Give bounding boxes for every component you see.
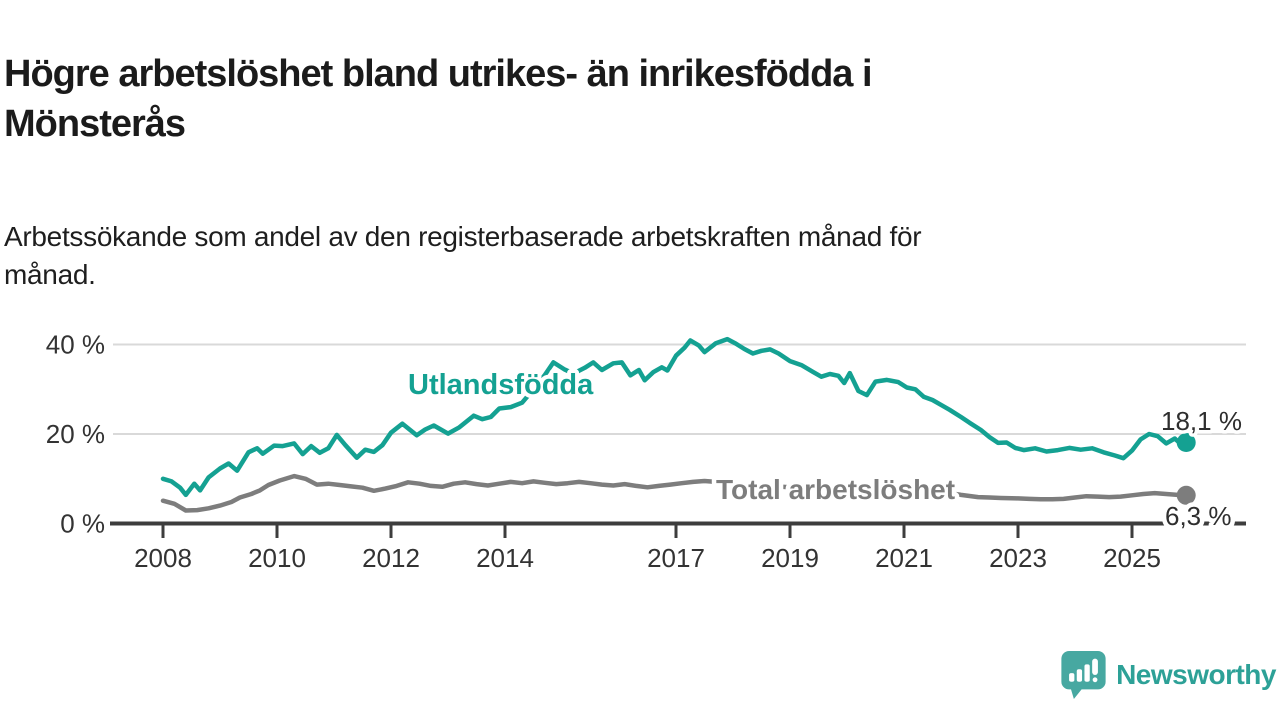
x-tick-label-2019: 2019 [761, 543, 819, 573]
series-end-dot-0 [1176, 433, 1196, 452]
y-tick-label-40: 40 % [46, 330, 105, 360]
chart-gridlines [113, 343, 1246, 435]
chart-axis: 0 % 20 % 40 % 2008 2010 2012 2014 2017 2019 2021 2… [46, 330, 1246, 573]
x-tick-label-2023: 2023 [989, 543, 1047, 573]
chart-title: Högre arbetslöshet bland utrikes- än inr… [4, 49, 1204, 149]
x-tick-label-2014: 2014 [476, 543, 534, 573]
series-label-total-arbetsloshet: Total arbetslöshet [716, 474, 955, 505]
x-tick-label-2021: 2021 [875, 543, 933, 573]
chart-title-line-1: Högre arbetslöshet bland utrikes- än inr… [4, 53, 873, 96]
brand-footer: Newsworthy [1060, 650, 1276, 700]
newsworthy-logo-icon [1061, 650, 1106, 700]
x-tick-label-2012: 2012 [362, 543, 420, 573]
chart-series-lines [160, 336, 1196, 513]
end-value-label-utlandsfodda: 18,1 % [1161, 406, 1242, 436]
logo-exclamation-bar [1092, 658, 1098, 675]
series-label-utlandsfodda: Utlandsfödda [408, 369, 594, 401]
x-tick-label-2008: 2008 [134, 543, 192, 573]
end-value-label-total: 6,3 % [1165, 501, 1232, 531]
series-line-0 [160, 336, 1189, 498]
logo-bar-1 [1069, 673, 1075, 682]
x-tick-label-2017: 2017 [647, 543, 705, 573]
chart-title-line-2: Mönsterås [4, 103, 186, 146]
series-end-dot-1 [1176, 485, 1196, 505]
chart-subtitle-line-1: Arbetssökande som andel av den registerb… [4, 221, 922, 252]
y-tick-label-0: 0 % [60, 509, 105, 539]
chart-series-labels: Utlandsfödda Total arbetslöshet [404, 365, 960, 510]
brand-wordmark: Newsworthy [1116, 659, 1276, 690]
logo-exclamation-dot [1092, 677, 1098, 683]
chart-subtitle-line-2: månad. [4, 259, 96, 290]
chart-subtitle: Arbetssökande som andel av den registerb… [4, 218, 1224, 294]
logo-bar-2 [1076, 669, 1083, 682]
x-tick-label-2025: 2025 [1103, 543, 1161, 573]
series-line-1 [160, 473, 1189, 513]
y-tick-label-20: 20 % [46, 419, 105, 449]
x-tick-label-2010: 2010 [248, 543, 306, 573]
logo-bubble-shape [1061, 650, 1106, 700]
chart-end-value-labels: 18,1 % 6,3 % [1158, 403, 1246, 536]
logo-bar-3 [1084, 664, 1090, 682]
